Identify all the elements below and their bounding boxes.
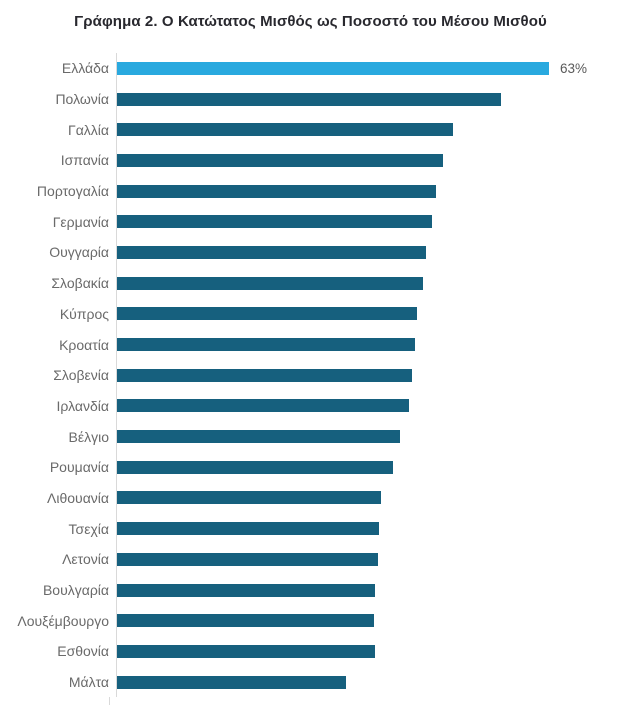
chart-row: Λουξέμβουργο — [0, 605, 621, 637]
bar-Πολωνία — [117, 92, 501, 106]
country-label: Λουξέμβουργο — [17, 612, 109, 629]
chart-row: Κροατία — [0, 329, 621, 360]
bar-area — [116, 605, 621, 637]
country-label: Γαλλία — [67, 121, 109, 138]
chart-row: Λετονία — [0, 544, 621, 575]
bar-rows: Ελλάδα 63% Πολωνία Γαλλία Ισπανία Πορτογαλία Γ… — [0, 53, 621, 698]
country-label: Λετονία — [62, 551, 109, 568]
bar-Σλοβακία — [117, 276, 423, 290]
bar-Ισπανία — [117, 153, 443, 167]
country-label: Ιρλανδία — [56, 397, 109, 414]
chart-row: Γαλλία — [0, 114, 621, 146]
chart-row: Λιθουανία — [0, 482, 621, 514]
chart-row: Ουγγαρία — [0, 237, 621, 268]
axis-line-tail — [109, 697, 621, 706]
country-label: Πορτογαλία — [36, 183, 109, 200]
country-label: Σλοβενία — [53, 367, 109, 384]
bar-Γαλλία — [117, 123, 453, 137]
bar-area — [116, 114, 621, 146]
chart-row: Ιρλανδία — [0, 390, 621, 422]
bar-Σλοβενία — [117, 368, 412, 382]
country-label: Πολωνία — [55, 91, 109, 108]
chart-row: Πολωνία — [0, 83, 621, 115]
country-label: Κροατία — [59, 336, 109, 353]
country-label: Λιθουανία — [47, 489, 109, 506]
country-label: Εσθονία — [57, 643, 109, 660]
bar-Λουξέμβουργο — [117, 614, 375, 628]
country-label: Ισπανία — [60, 152, 109, 169]
bar-area: 63% — [116, 53, 621, 84]
bar-Λιθουανία — [117, 491, 381, 505]
bar-area — [116, 544, 621, 575]
bar-Ουγγαρία — [117, 245, 426, 259]
chart-row: Βουλγαρία — [0, 574, 621, 606]
bar-Λετονία — [117, 552, 378, 566]
chart-row: Σλοβακία — [0, 267, 621, 299]
bar-Εσθονία — [117, 644, 375, 658]
chart-row: Ισπανία — [0, 145, 621, 176]
bar-Γερμανία — [117, 215, 433, 229]
chart-title: Γράφημα 2. Ο Κατώτατος Μισθός ως Ποσοστό… — [74, 13, 547, 30]
chart-row: Γερμανία — [0, 206, 621, 238]
bar-area — [116, 206, 621, 238]
bar-Κύπρος — [117, 307, 418, 321]
country-label: Ρουμανία — [49, 459, 109, 476]
bar-area — [116, 175, 621, 207]
bar-area — [116, 329, 621, 360]
bar-area — [116, 359, 621, 391]
chart-row: Πορτογαλία — [0, 175, 621, 207]
bar-Τσεχία — [117, 522, 379, 536]
chart-row: Βέλγιο — [0, 421, 621, 452]
country-label: Βουλγαρία — [42, 582, 109, 599]
bar-area — [116, 482, 621, 514]
chart-row: Τσεχία — [0, 513, 621, 544]
bar-Βουλγαρία — [117, 583, 375, 597]
country-label: Βέλγιο — [68, 428, 109, 445]
bar-Ελλάδα — [117, 61, 549, 75]
chart-row: Σλοβενία — [0, 359, 621, 391]
country-label: Σλοβακία — [51, 275, 109, 292]
bar-area — [116, 636, 621, 667]
bar-area — [116, 421, 621, 452]
bar-Βέλγιο — [117, 430, 401, 444]
country-label: Τσεχία — [68, 520, 109, 537]
bar-area — [116, 451, 621, 483]
bar-Ρουμανία — [117, 460, 393, 474]
bar-area — [116, 390, 621, 422]
chart-row: Ρουμανία — [0, 451, 621, 483]
country-label: Μάλτα — [68, 674, 109, 691]
country-label: Ελλάδα — [61, 60, 109, 77]
bar-area — [116, 574, 621, 606]
country-label: Ουγγαρία — [49, 244, 109, 261]
chart-row: Εσθονία — [0, 636, 621, 667]
chart-row: Κύπρος — [0, 298, 621, 330]
bar-area — [116, 237, 621, 268]
chart-row: Μάλτα — [0, 666, 621, 698]
chart-row: Ελλάδα 63% — [0, 53, 621, 84]
bar-area — [116, 83, 621, 115]
bar-Κροατία — [117, 338, 416, 352]
bar-area — [116, 145, 621, 176]
value-label: 63% — [560, 60, 588, 76]
bar-area — [116, 513, 621, 544]
bar-area — [116, 267, 621, 299]
bar-area — [116, 298, 621, 330]
bar-Μάλτα — [117, 675, 347, 689]
country-label: Γερμανία — [52, 213, 109, 230]
country-label: Κύπρος — [59, 305, 109, 322]
bar-Πορτογαλία — [117, 184, 436, 198]
bar-area — [116, 666, 621, 698]
bar-Ιρλανδία — [117, 399, 410, 413]
